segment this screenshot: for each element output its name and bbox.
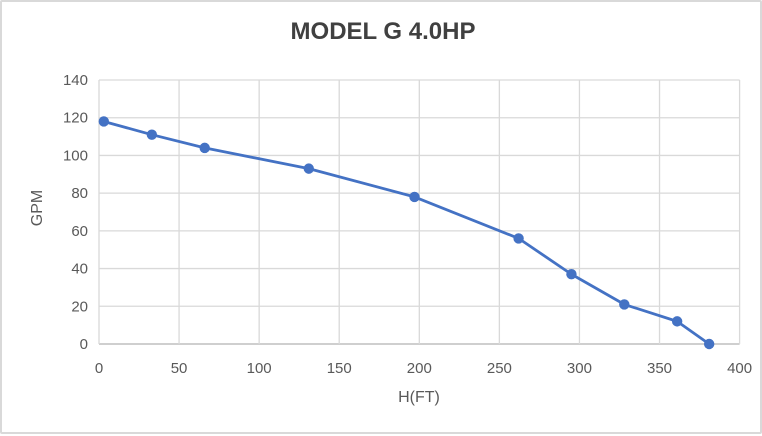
x-tick-label: 300 <box>567 360 592 377</box>
x-tick-label: 50 <box>171 360 188 377</box>
data-point-marker <box>619 299 630 310</box>
data-point-marker <box>199 142 210 154</box>
y-tick-label: 20 <box>71 298 88 315</box>
data-point-marker <box>671 316 683 327</box>
x-tick-label: 400 <box>727 360 752 377</box>
data-point-marker <box>513 233 524 244</box>
x-axis-title: H(FT) <box>398 389 440 406</box>
x-tick-label: 150 <box>327 360 352 377</box>
x-tick-label: 250 <box>487 360 512 377</box>
y-tick-label: 100 <box>63 147 88 164</box>
data-series-line <box>102 120 711 346</box>
y-tick-label: 80 <box>71 185 88 202</box>
data-point-marker <box>303 163 314 174</box>
y-tick-label: 120 <box>63 110 88 127</box>
data-point-marker <box>566 269 577 280</box>
x-tick-label: 200 <box>407 360 432 377</box>
chart-title: MODEL G 4.0HP <box>290 18 476 45</box>
x-tick-label: 0 <box>95 360 103 377</box>
y-axis-title: GPM <box>29 189 46 227</box>
x-tick-label: 100 <box>247 360 272 377</box>
y-tick-label: 0 <box>80 336 88 353</box>
y-tick-label: 40 <box>71 261 88 278</box>
data-point-marker <box>146 129 158 140</box>
x-tick-label: 350 <box>647 360 672 377</box>
data-point-marker <box>98 116 110 127</box>
data-point-marker <box>703 338 715 350</box>
y-tick-label: 60 <box>71 223 88 240</box>
data-point-marker <box>409 191 420 203</box>
y-tick-label: 140 <box>63 72 88 89</box>
